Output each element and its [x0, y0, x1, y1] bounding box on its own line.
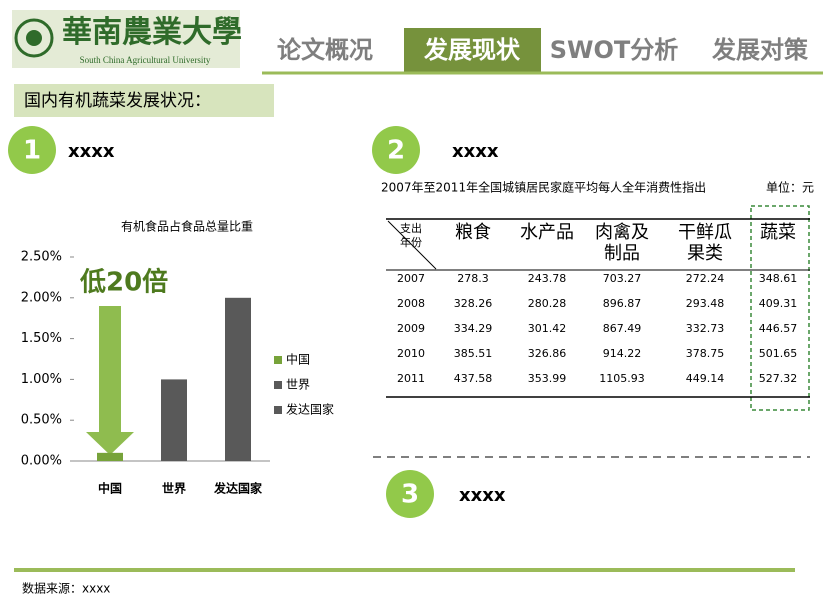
- corner-bottom: 年份: [400, 235, 422, 249]
- section-label: xxxx: [452, 141, 499, 162]
- y-tick-label: 0.50%: [21, 413, 62, 428]
- table-cell: 2008: [397, 297, 425, 310]
- annotation: 低20倍: [79, 267, 168, 298]
- table-cell: 378.75: [685, 347, 725, 360]
- legend-swatch: [274, 381, 282, 389]
- section-badge: [372, 126, 420, 174]
- table-cell: 334.29: [453, 322, 493, 335]
- x-tick-label: 发达国家: [213, 481, 263, 496]
- legend-swatch: [274, 406, 282, 414]
- table-cell: 527.32: [758, 372, 798, 385]
- x-tick-label: 世界: [162, 481, 186, 496]
- logo-subtitle: South China Agricultural University: [80, 55, 211, 65]
- table-cell: 867.49: [602, 322, 642, 335]
- table-cell: 301.42: [527, 322, 567, 335]
- logo-title: 華南農業大學: [62, 15, 242, 50]
- y-tick-label: 2.50%: [21, 250, 62, 265]
- table-cell: 437.58: [453, 372, 493, 385]
- column-header: 粮食: [455, 222, 491, 243]
- table-cell: 409.31: [758, 297, 798, 310]
- y-tick-label: 0.00%: [21, 454, 62, 469]
- nav-tab[interactable]: 发展对策: [711, 36, 809, 64]
- table-cell: 1105.93: [599, 372, 645, 385]
- table-cell: 280.28: [527, 297, 567, 310]
- logo-bg: [12, 10, 240, 68]
- y-tick-label: 1.00%: [21, 372, 62, 387]
- table-cell: 293.48: [685, 297, 725, 310]
- table-cell: 332.73: [685, 322, 725, 335]
- table-cell: 353.99: [527, 372, 567, 385]
- table-cell: 703.27: [602, 272, 642, 285]
- table-title: 2007年至2011年全国城镇居民家庭平均每人全年消费性指出: [381, 180, 706, 195]
- decrease-arrow: [86, 306, 134, 455]
- table-cell: 449.14: [685, 372, 725, 385]
- table-cell: 348.61: [758, 272, 798, 285]
- table-cell: 446.57: [758, 322, 798, 335]
- highlight-box: [750, 205, 810, 411]
- section-number: 3: [401, 480, 419, 510]
- bar: [225, 297, 251, 461]
- legend-swatch: [274, 356, 282, 364]
- table-cell: 2010: [397, 347, 425, 360]
- table-cell: 2009: [397, 322, 425, 335]
- column-header: 蔬菜: [760, 222, 796, 243]
- nav-tab[interactable]: SWOT分析: [550, 36, 679, 64]
- nav-tab[interactable]: 发展现状: [423, 36, 521, 64]
- table-cell: 278.3: [457, 272, 489, 285]
- section-title-bg: [14, 84, 274, 117]
- table-unit: 单位：元: [766, 180, 814, 195]
- table-cell: 914.22: [602, 347, 642, 360]
- section-badge: [386, 470, 434, 518]
- logo-emblem-center: [26, 30, 42, 46]
- active-tab-bg: [404, 28, 541, 72]
- table-cell: 385.51: [453, 347, 493, 360]
- x-tick-label: 中国: [98, 481, 122, 496]
- legend-label: 发达国家: [286, 402, 334, 417]
- y-tick-label: 2.00%: [21, 290, 62, 305]
- section-label: xxxx: [68, 141, 115, 162]
- legend-label: 世界: [286, 378, 310, 392]
- table-cell: 896.87: [602, 297, 642, 310]
- section-label: xxxx: [459, 485, 506, 506]
- table-cell: 2011: [397, 372, 425, 385]
- column-header: 干鲜瓜果类: [678, 222, 732, 264]
- column-header: 肉禽及制品: [595, 222, 649, 264]
- section-title: 国内有机蔬菜发展状况：: [24, 91, 211, 111]
- y-tick-label: 1.50%: [21, 331, 62, 346]
- logo-emblem: [14, 18, 54, 58]
- nav-tab[interactable]: 论文概况: [277, 36, 373, 64]
- corner-top: 支出: [400, 221, 422, 235]
- legend-label: 中国: [286, 352, 310, 367]
- bar: [97, 452, 123, 461]
- table-cell: 272.24: [685, 272, 725, 285]
- chart-title: 有机食品占食品总量比重: [121, 219, 253, 234]
- section-number: 1: [23, 136, 41, 166]
- section-number: 2: [387, 136, 405, 166]
- section-badge: [8, 126, 56, 174]
- table-cell: 501.65: [758, 347, 798, 360]
- column-header: 水产品: [520, 222, 574, 243]
- corner-diagonal: [387, 220, 437, 270]
- source-note: 数据来源：xxxx: [22, 581, 110, 596]
- table-cell: 326.86: [527, 347, 567, 360]
- table-cell: 243.78: [527, 272, 567, 285]
- table-cell: 328.26: [453, 297, 493, 310]
- bar: [161, 379, 187, 461]
- table-cell: 2007: [397, 272, 425, 285]
